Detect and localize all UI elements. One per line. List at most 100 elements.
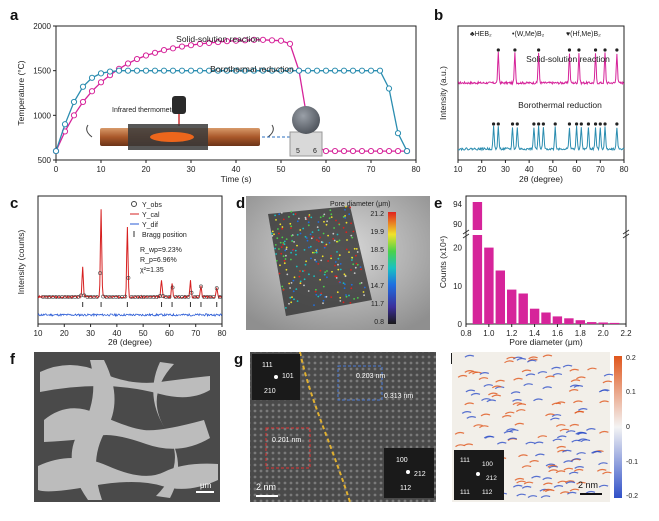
cbar-d-tick-6: 0.8 — [374, 319, 384, 326]
pore-dot — [316, 226, 319, 229]
pore-dot — [285, 307, 287, 309]
series-point-a-1 — [358, 67, 366, 74]
strain-streak — [576, 481, 586, 485]
pore-dot — [315, 251, 318, 254]
furnace-schematic: Infrared thermometer 5 6 — [86, 96, 323, 157]
pore-dot — [344, 275, 347, 278]
xtick-label-a: 30 — [187, 165, 196, 174]
series-point-a-1 — [376, 67, 384, 74]
ytick-label-a: 500 — [38, 156, 52, 165]
series-point-a-1 — [313, 67, 321, 74]
pore-dot — [319, 269, 322, 272]
series-group-a — [52, 36, 411, 155]
strain-streak — [488, 392, 498, 396]
series-point-a-0 — [160, 47, 168, 54]
strain-streak — [514, 422, 525, 426]
series-point-a-0 — [232, 37, 240, 44]
strain-streak — [575, 431, 585, 435]
series-point-a-1 — [295, 67, 303, 74]
fft-h-center-spot — [476, 472, 480, 476]
pore-dot — [294, 213, 297, 215]
ruler-tick-6: 6 — [313, 148, 317, 155]
strain-streak — [577, 438, 588, 442]
pore-dot — [322, 285, 325, 288]
series-point-a-1 — [133, 67, 141, 74]
pore-dot — [312, 236, 314, 238]
pore-dot — [337, 257, 340, 260]
sem-ligament-1 — [40, 365, 210, 398]
pore-dot — [282, 243, 284, 246]
series-point-a-1 — [178, 67, 186, 74]
series-point-a-1 — [385, 85, 393, 92]
strain-streak — [565, 430, 576, 434]
pore-dot — [275, 259, 278, 262]
pore-dot — [317, 263, 320, 265]
pore-dot — [299, 270, 302, 273]
fft-h-label-1: 100 — [482, 461, 493, 468]
pore-dot — [309, 233, 312, 236]
series-point-a-1 — [169, 67, 177, 74]
xtick-label-e: 1.4 — [529, 329, 541, 338]
xrd-trace-b-1 — [458, 125, 625, 152]
series-point-a-0 — [151, 49, 159, 56]
pore-dot — [344, 217, 347, 219]
cbar-d-tick-2: 18.5 — [370, 247, 384, 254]
pore-dot — [290, 282, 293, 284]
pore-dot — [282, 218, 285, 221]
panel-c: c 10 20 30 40 50 60 70 80 2θ (degree) Intensity… — [10, 195, 227, 347]
series-point-a-0 — [79, 98, 87, 106]
strain-streak — [570, 379, 581, 383]
peak-marker-b — [515, 122, 519, 126]
xtick-label-a: 70 — [367, 165, 376, 174]
histogram-bar — [598, 322, 608, 324]
strain-streak — [598, 484, 609, 488]
fft-bottom-label-1: 212 — [414, 471, 426, 478]
panel-label-c: c — [10, 195, 18, 212]
fft-h-label-3: 111 — [460, 489, 470, 496]
cbar-d-tick-0: 21.2 — [370, 211, 384, 218]
pore-dot — [298, 217, 300, 220]
roi-box-red — [265, 427, 311, 469]
strain-streak — [573, 385, 584, 388]
bar-group-e — [467, 202, 625, 324]
panel-label-e: e — [434, 195, 442, 212]
strain-streak — [577, 408, 588, 411]
histogram-bar — [575, 320, 585, 324]
strain-streak — [514, 477, 525, 481]
pore-dot — [344, 283, 346, 286]
strain-streak — [516, 493, 526, 497]
strain-streak — [571, 439, 581, 443]
peak-marker-b — [537, 122, 541, 126]
strain-streak — [587, 367, 597, 371]
series-point-a-0 — [259, 36, 267, 43]
pore-dot — [349, 206, 351, 209]
pore-dot — [350, 222, 352, 225]
ylabel-e: Counts (x10⁴) — [438, 236, 448, 288]
electrode-wires — [86, 124, 274, 138]
legend-ycal: Y_cal — [142, 212, 160, 219]
thermometer-icon — [172, 96, 186, 114]
xtick-label-b: 40 — [525, 165, 534, 174]
pore-dot — [363, 294, 365, 297]
pore-dot — [342, 282, 345, 284]
xtick-label-a: 10 — [97, 165, 106, 174]
strain-streak — [526, 359, 537, 363]
series-point-a-1 — [88, 74, 96, 81]
pore-dot — [279, 241, 282, 244]
strain-streak — [521, 465, 532, 469]
fft-top-label-0: 111 — [262, 362, 273, 369]
pore-dot — [342, 226, 345, 229]
strain-streak — [480, 413, 491, 417]
ycal-line — [37, 209, 223, 300]
pore-dot — [339, 263, 342, 265]
pore-dot — [278, 248, 280, 250]
colorbar-title-d: Pore diameter (μm) — [330, 201, 390, 208]
pore-dot — [296, 220, 299, 223]
pore-dot — [355, 254, 357, 257]
pore-dot — [334, 275, 337, 278]
peak-marker-b — [496, 122, 500, 126]
series-point-a-1 — [349, 67, 357, 74]
pore-dot — [298, 275, 301, 278]
strain-streak — [555, 470, 566, 474]
scalebar-label-f: μm — [200, 481, 212, 490]
